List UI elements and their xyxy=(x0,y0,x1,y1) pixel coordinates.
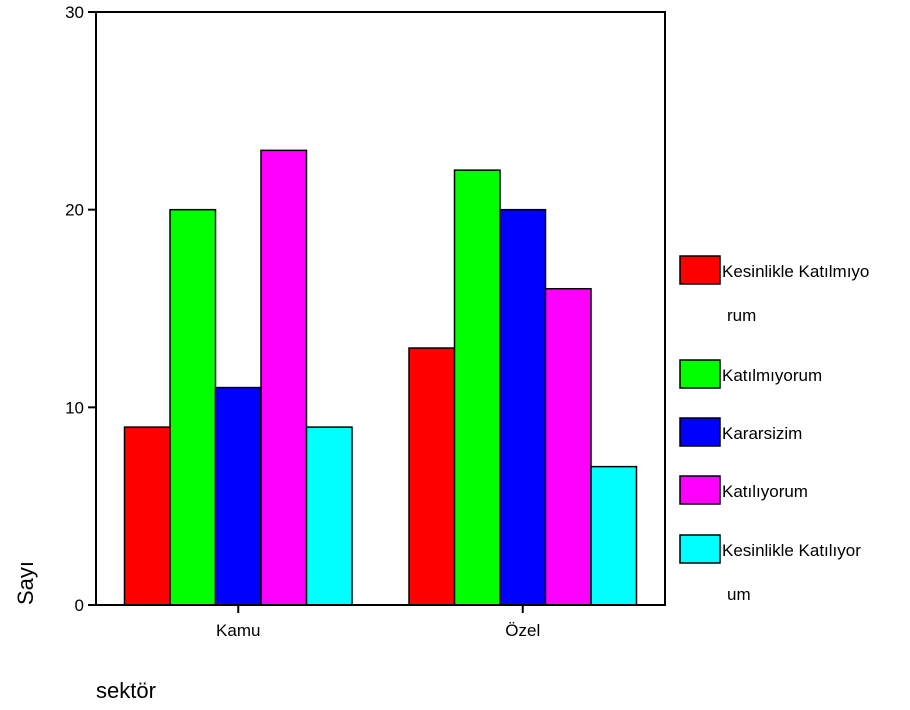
legend: Kesinlikle Katılmıyo rum Katılmıyorum Karar… xyxy=(679,255,869,604)
legend-label: Kararsizim xyxy=(722,424,802,443)
legend-label: Kesinlikle Katılıyor xyxy=(722,541,861,560)
bar xyxy=(123,426,171,606)
legend-swatch xyxy=(679,359,721,389)
legend-label: rum xyxy=(727,306,756,325)
y-axis: 0 10 20 30 xyxy=(65,3,96,615)
legend-label: um xyxy=(727,585,751,604)
legend-swatch xyxy=(679,417,721,447)
y-tick-label: 30 xyxy=(65,3,84,22)
x-tick-label: Özel xyxy=(505,621,540,640)
y-tick-label: 0 xyxy=(75,596,84,615)
bar xyxy=(305,426,353,606)
legend-swatch xyxy=(679,475,721,505)
x-axis-title: sektör xyxy=(96,678,156,703)
legend-label: Kesinlikle Katılmıyo xyxy=(722,262,869,281)
bar xyxy=(408,347,456,606)
y-tick-label: 20 xyxy=(65,201,84,220)
bar xyxy=(214,386,262,606)
legend-label: Katılmıyorum xyxy=(722,366,822,385)
plot-frame xyxy=(95,11,666,606)
legend-swatch xyxy=(679,255,721,285)
bar xyxy=(453,169,501,606)
y-tick-label: 10 xyxy=(65,398,84,417)
x-axis: Kamu Özel xyxy=(216,605,540,640)
bar xyxy=(544,287,592,606)
bar xyxy=(499,208,547,606)
x-tick-label: Kamu xyxy=(216,621,260,640)
legend-swatch xyxy=(679,534,721,564)
y-axis-title: Sayı xyxy=(13,561,38,605)
bar xyxy=(590,465,638,606)
bar xyxy=(169,208,217,606)
bars-layer xyxy=(123,149,638,606)
legend-label: Katılıyorum xyxy=(722,482,808,501)
bar xyxy=(260,149,308,606)
